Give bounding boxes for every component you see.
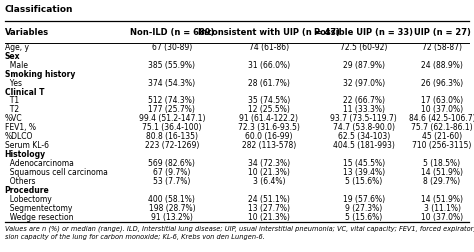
Text: 72 (58-87): 72 (58-87) — [422, 43, 462, 52]
Text: T1: T1 — [5, 97, 19, 106]
Text: 13 (39.4%): 13 (39.4%) — [343, 168, 385, 177]
Text: 62.5 (34-103): 62.5 (34-103) — [337, 132, 390, 141]
Text: 28 (61.7%): 28 (61.7%) — [248, 79, 290, 88]
Text: Male: Male — [5, 61, 28, 70]
Text: 53 (7.7%): 53 (7.7%) — [153, 177, 191, 186]
Text: 32 (97.0%): 32 (97.0%) — [343, 79, 385, 88]
Text: 374 (54.3%): 374 (54.3%) — [148, 79, 195, 88]
Text: 35 (74.5%): 35 (74.5%) — [248, 97, 290, 106]
Text: 710 (256-3115): 710 (256-3115) — [412, 141, 472, 150]
Text: 74.7 (53.8-90.0): 74.7 (53.8-90.0) — [333, 123, 395, 132]
Text: 72.3 (31.6-93.5): 72.3 (31.6-93.5) — [238, 123, 300, 132]
Text: Clinical T: Clinical T — [5, 87, 44, 97]
Text: 3 (11.1%): 3 (11.1%) — [423, 204, 461, 213]
Text: 24 (51.1%): 24 (51.1%) — [248, 195, 290, 204]
Text: 67 (30-89): 67 (30-89) — [152, 43, 192, 52]
Text: 9 (27.3%): 9 (27.3%) — [345, 204, 383, 213]
Text: Serum KL-6: Serum KL-6 — [5, 141, 49, 150]
Text: 22 (66.7%): 22 (66.7%) — [343, 97, 385, 106]
Text: 177 (25.7%): 177 (25.7%) — [148, 105, 195, 114]
Text: 29 (87.9%): 29 (87.9%) — [343, 61, 385, 70]
Text: 17 (63.0%): 17 (63.0%) — [421, 97, 463, 106]
Text: 91 (13.2%): 91 (13.2%) — [151, 213, 193, 222]
Text: %DLCO: %DLCO — [5, 132, 33, 141]
Text: Yes: Yes — [5, 79, 22, 88]
Text: 91 (61.4-122.2): 91 (61.4-122.2) — [239, 114, 299, 123]
Text: 14 (51.9%): 14 (51.9%) — [421, 195, 463, 204]
Text: 26 (96.3%): 26 (96.3%) — [421, 79, 463, 88]
Text: 3 (6.4%): 3 (6.4%) — [253, 177, 285, 186]
Text: 19 (57.6%): 19 (57.6%) — [343, 195, 385, 204]
Text: 75.7 (62.1-86.1): 75.7 (62.1-86.1) — [411, 123, 473, 132]
Text: Smoking history: Smoking history — [5, 70, 75, 79]
Text: 10 (21.3%): 10 (21.3%) — [248, 213, 290, 222]
Text: 99.4 (51.2-147.1): 99.4 (51.2-147.1) — [138, 114, 205, 123]
Text: 404.5 (181-993): 404.5 (181-993) — [333, 141, 395, 150]
Text: 75.1 (36.4-100): 75.1 (36.4-100) — [142, 123, 201, 132]
Text: 14 (51.9%): 14 (51.9%) — [421, 168, 463, 177]
Text: 10 (37.0%): 10 (37.0%) — [421, 213, 463, 222]
Text: Adenocarcinoma: Adenocarcinoma — [5, 159, 73, 168]
Text: 31 (66.0%): 31 (66.0%) — [248, 61, 290, 70]
Text: Sex: Sex — [5, 52, 20, 61]
Text: Classification: Classification — [5, 5, 73, 14]
Text: 80.8 (16-135): 80.8 (16-135) — [146, 132, 198, 141]
Text: Segmentectomy: Segmentectomy — [5, 204, 72, 213]
Text: 45 (21-60): 45 (21-60) — [422, 132, 462, 141]
Text: 5 (15.6%): 5 (15.6%) — [345, 213, 383, 222]
Text: Variables: Variables — [5, 28, 49, 37]
Text: T2: T2 — [5, 105, 19, 114]
Text: 84.6 (42.5-106.7): 84.6 (42.5-106.7) — [409, 114, 474, 123]
Text: 512 (74.3%): 512 (74.3%) — [148, 97, 195, 106]
Text: 74 (61-86): 74 (61-86) — [249, 43, 289, 52]
Text: 8 (29.7%): 8 (29.7%) — [423, 177, 461, 186]
Text: Values are n (%) or median (range). ILD, Interstitial lung disease; UIP, usual i: Values are n (%) or median (range). ILD,… — [5, 226, 474, 240]
Text: 34 (72.3%): 34 (72.3%) — [248, 159, 290, 168]
Text: Possible UIP (n = 33): Possible UIP (n = 33) — [314, 28, 413, 37]
Text: 13 (27.7%): 13 (27.7%) — [248, 204, 290, 213]
Text: 67 (9.7%): 67 (9.7%) — [153, 168, 191, 177]
Text: 5 (15.6%): 5 (15.6%) — [345, 177, 383, 186]
Text: 400 (58.1%): 400 (58.1%) — [148, 195, 195, 204]
Text: 282 (113-578): 282 (113-578) — [242, 141, 296, 150]
Text: 93.7 (73.5-119.7): 93.7 (73.5-119.7) — [330, 114, 397, 123]
Text: 10 (37.0%): 10 (37.0%) — [421, 105, 463, 114]
Text: 5 (18.5%): 5 (18.5%) — [423, 159, 461, 168]
Text: 223 (72-1269): 223 (72-1269) — [145, 141, 199, 150]
Text: 198 (28.7%): 198 (28.7%) — [148, 204, 195, 213]
Text: Inconsistent with UIP (n = 47): Inconsistent with UIP (n = 47) — [198, 28, 340, 37]
Text: 385 (55.9%): 385 (55.9%) — [148, 61, 195, 70]
Text: 15 (45.5%): 15 (45.5%) — [343, 159, 385, 168]
Text: %VC: %VC — [5, 114, 22, 123]
Text: Wedge resection: Wedge resection — [5, 213, 73, 222]
Text: Histology: Histology — [5, 150, 46, 159]
Text: Lobectomy: Lobectomy — [5, 195, 52, 204]
Text: 24 (88.9%): 24 (88.9%) — [421, 61, 463, 70]
Text: FEV1, %: FEV1, % — [5, 123, 36, 132]
Text: 60.0 (16-99): 60.0 (16-99) — [245, 132, 293, 141]
Text: 72.5 (60-92): 72.5 (60-92) — [340, 43, 387, 52]
Text: 12 (25.5%): 12 (25.5%) — [248, 105, 290, 114]
Text: Age, y: Age, y — [5, 43, 29, 52]
Text: Squamous cell carcinoma: Squamous cell carcinoma — [5, 168, 108, 177]
Text: Others: Others — [5, 177, 35, 186]
Text: UIP (n = 27): UIP (n = 27) — [414, 28, 470, 37]
Text: 10 (21.3%): 10 (21.3%) — [248, 168, 290, 177]
Text: 569 (82.6%): 569 (82.6%) — [148, 159, 195, 168]
Text: Procedure: Procedure — [5, 186, 49, 195]
Text: 11 (33.3%): 11 (33.3%) — [343, 105, 385, 114]
Text: Non-ILD (n = 689): Non-ILD (n = 689) — [129, 28, 214, 37]
